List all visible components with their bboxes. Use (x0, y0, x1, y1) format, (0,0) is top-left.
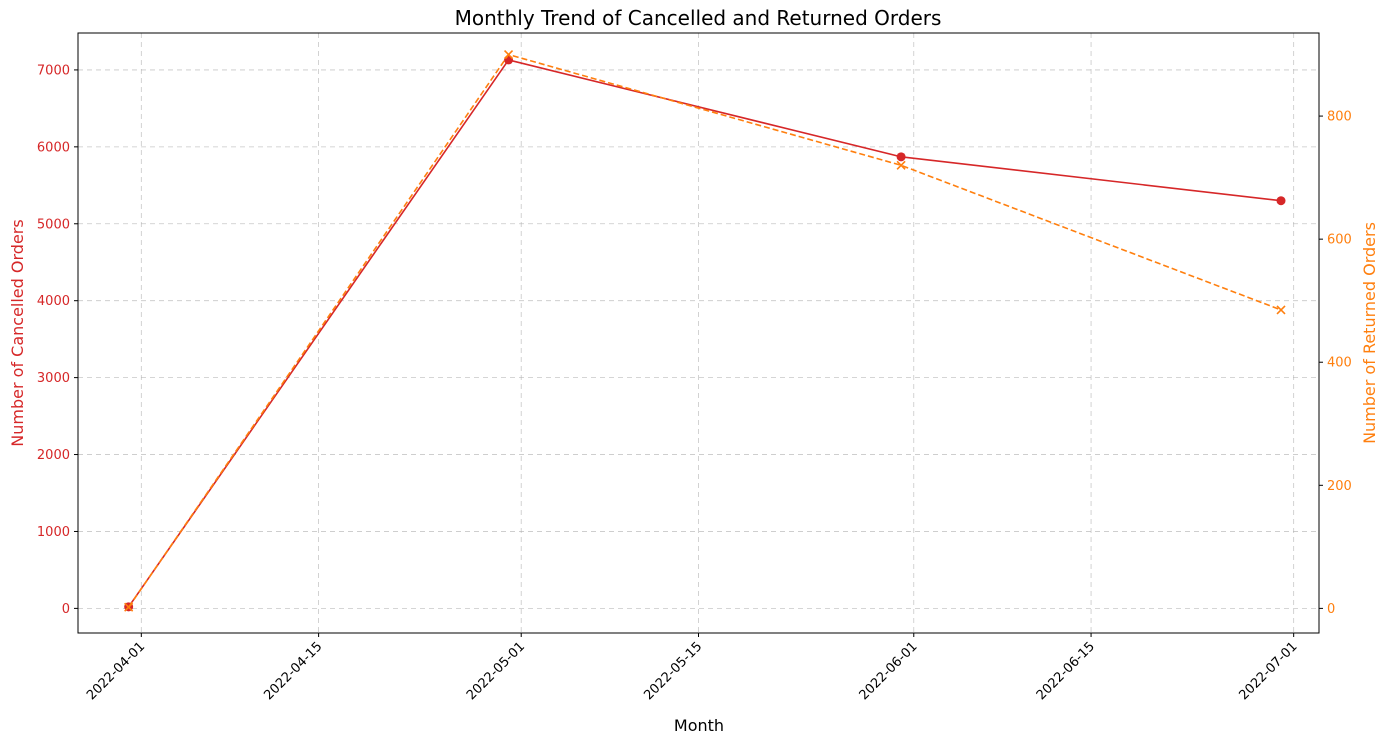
left-y-tick-label: 3000 (37, 371, 70, 386)
left-y-tick-label: 6000 (37, 140, 70, 155)
chart-title: Monthly Trend of Cancelled and Returned … (455, 6, 942, 30)
x-tick-label: 2022-07-01 (1236, 639, 1300, 703)
grid (78, 33, 1319, 633)
data-point-returned (503, 49, 514, 60)
left-y-tick-label: 0 (62, 602, 70, 617)
data-point-returned (896, 160, 906, 170)
right-y-tick-label: 400 (1327, 356, 1352, 371)
data-point-cancelled (896, 152, 906, 162)
right-y-axis: 0 200 400 600 800 (1319, 110, 1352, 617)
left-y-tick-label: 7000 (37, 63, 70, 78)
right-y-axis-label: Number of Returned Orders (1360, 222, 1379, 444)
series-line-returned (127, 53, 1282, 608)
x-axis: 2022-04-01 2022-04-15 2022-05-01 2022-05-15… (84, 633, 1301, 703)
data-point-returned (1276, 305, 1286, 315)
data-point-cancelled (1276, 196, 1286, 206)
left-y-tick-label: 2000 (37, 448, 70, 463)
series-layer (124, 49, 1286, 612)
series-line-cancelled (127, 59, 1282, 608)
data-point-returned (124, 602, 134, 612)
left-y-axis-label: Number of Cancelled Orders (8, 219, 27, 446)
x-tick-label: 2022-04-15 (261, 639, 325, 703)
right-y-tick-label: 0 (1327, 602, 1335, 617)
x-tick-label: 2022-06-15 (1034, 639, 1098, 703)
right-y-tick-label: 800 (1327, 110, 1352, 125)
x-tick-label: 2022-06-01 (857, 639, 921, 703)
left-y-axis: 0 1000 2000 3000 4000 5000 6000 7000 (37, 63, 78, 617)
right-y-tick-label: 200 (1327, 479, 1352, 494)
x-tick-label: 2022-04-01 (84, 639, 148, 703)
left-y-tick-label: 5000 (37, 217, 70, 232)
left-y-tick-label: 4000 (37, 294, 70, 309)
x-axis-label: Month (674, 716, 724, 735)
x-tick-label: 2022-05-15 (641, 639, 705, 703)
left-y-tick-label: 1000 (37, 525, 70, 540)
x-tick-label: 2022-05-01 (464, 639, 528, 703)
right-y-tick-label: 600 (1327, 233, 1352, 248)
